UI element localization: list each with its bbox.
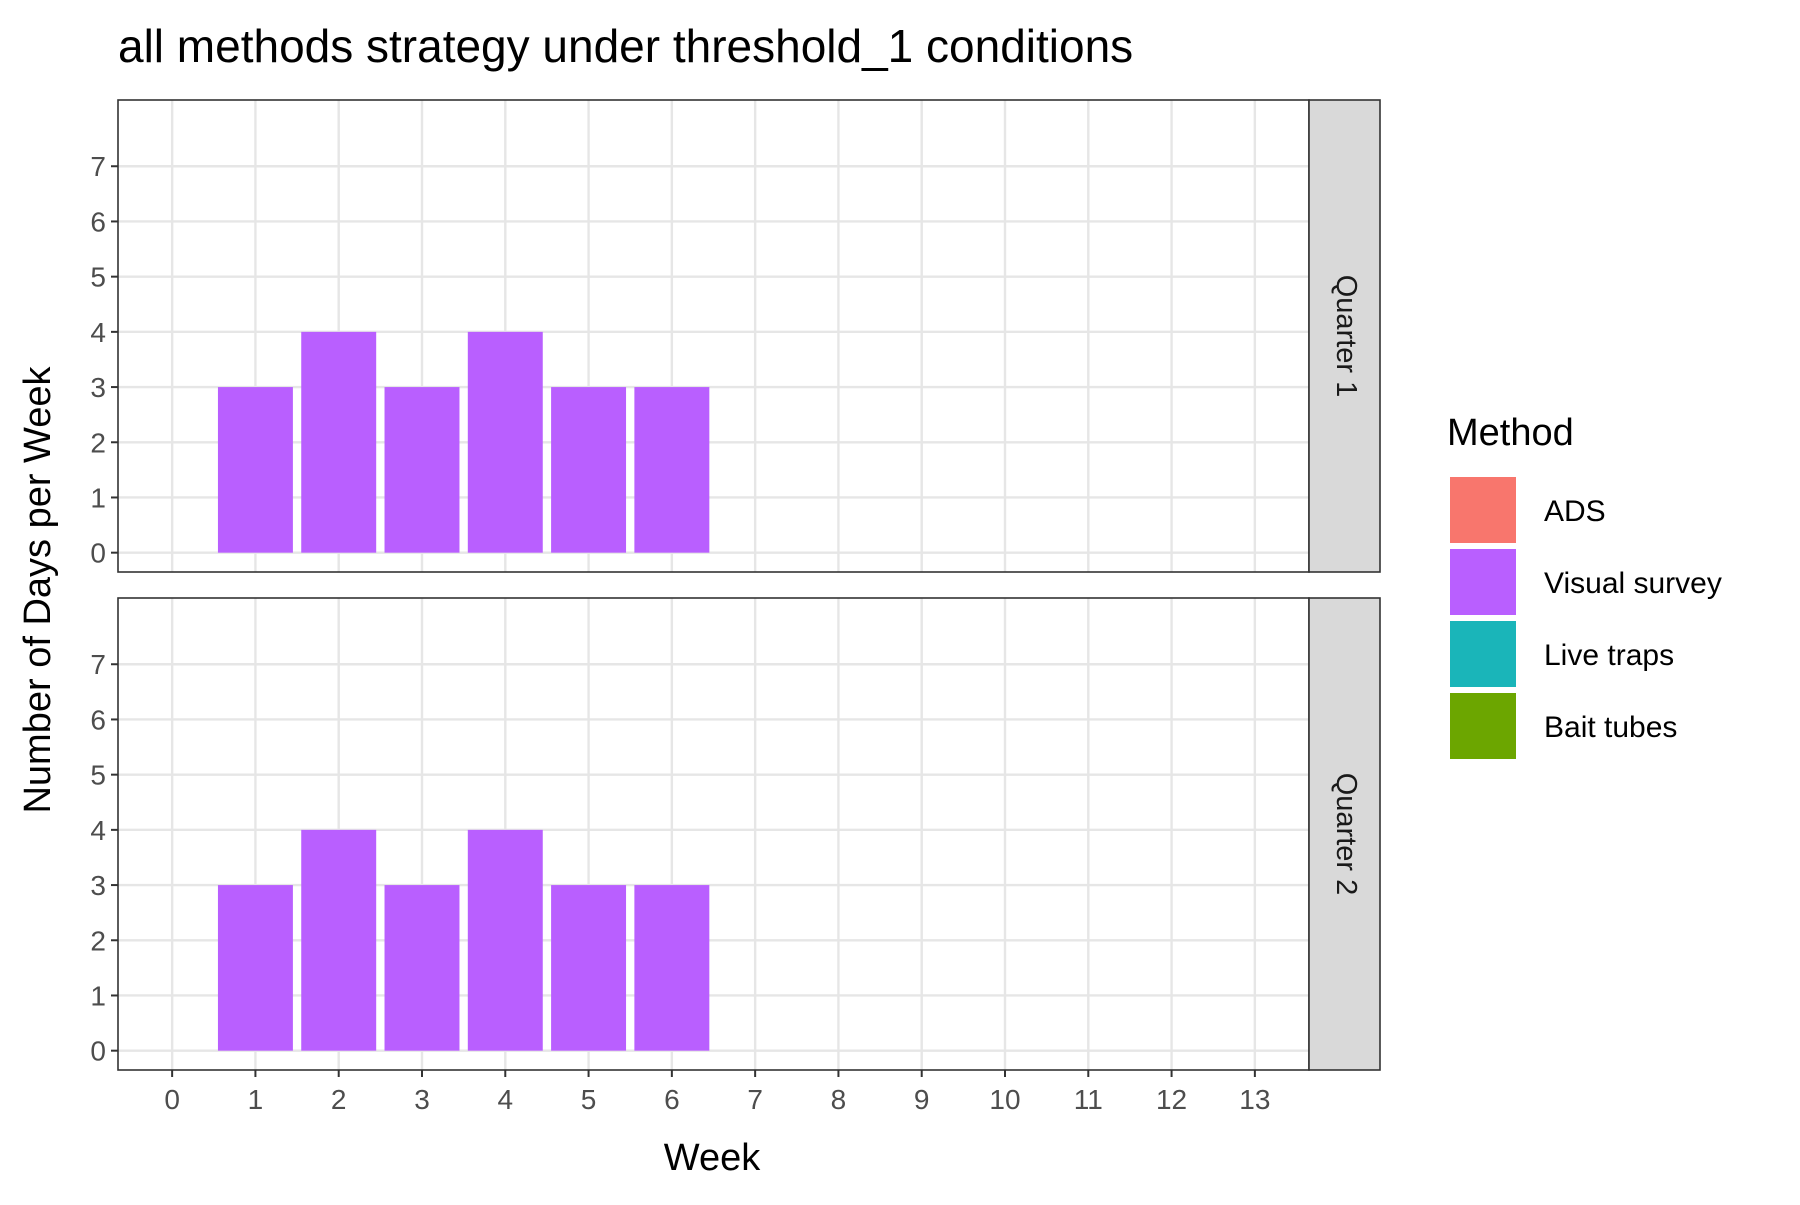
bar	[301, 829, 377, 1051]
y-tick-label: 4	[90, 317, 106, 348]
x-tick-label: 4	[497, 1084, 513, 1115]
y-tick-label: 1	[90, 482, 106, 513]
bar	[551, 387, 627, 553]
facet-panel: 0 1 2 3 4 5 6 7 Quarter 1	[90, 99, 1381, 573]
facet-strip	[1308, 597, 1381, 1071]
bar	[551, 885, 627, 1051]
x-tick-label: 10	[989, 1084, 1020, 1115]
bar	[384, 885, 460, 1051]
x-tick-label: 13	[1239, 1084, 1270, 1115]
legend-key	[1450, 549, 1516, 615]
y-tick-label: 3	[90, 870, 106, 901]
x-tick-label: 9	[914, 1084, 930, 1115]
legend-item: Live traps	[1450, 621, 1674, 687]
y-tick-label: 5	[90, 760, 106, 791]
y-tick-label: 4	[90, 815, 106, 846]
bar	[301, 331, 377, 553]
bar	[634, 885, 710, 1051]
x-tick-label: 1	[248, 1084, 264, 1115]
legend-key	[1450, 621, 1516, 687]
bar	[217, 885, 293, 1051]
x-tick-label: 0	[164, 1084, 180, 1115]
bar	[634, 387, 710, 553]
legend-item: Bait tubes	[1450, 693, 1677, 759]
y-tick-label: 7	[90, 649, 106, 680]
y-tick-label: 2	[90, 925, 106, 956]
bar	[217, 387, 293, 553]
facet-strip-label: Quarter 2	[1330, 773, 1362, 896]
panel-border	[117, 99, 1310, 573]
legend: Method ADS Visual survey Live traps Bait tu…	[1447, 412, 1722, 759]
legend-item: ADS	[1450, 477, 1606, 543]
y-tick-label: 2	[90, 427, 106, 458]
legend-label: ADS	[1544, 495, 1606, 528]
legend-label: Bait tubes	[1544, 711, 1677, 744]
y-tick-label: 0	[90, 1036, 106, 1067]
x-axis-title: Week	[664, 1137, 761, 1179]
facet-strip-label: Quarter 1	[1330, 275, 1362, 398]
x-tick-label: 5	[581, 1084, 597, 1115]
bar	[384, 387, 460, 553]
legend-key	[1450, 693, 1516, 759]
facet-strip	[1308, 99, 1381, 573]
x-tick-label: 3	[414, 1084, 430, 1115]
legend-item: Visual survey	[1450, 549, 1722, 615]
chart-title: all methods strategy under threshold_1 c…	[118, 20, 1133, 72]
y-axis-title: Number of Days per Week	[17, 365, 59, 813]
y-tick-label: 5	[90, 262, 106, 293]
legend-items: ADS Visual survey Live traps Bait tubes	[1450, 477, 1722, 759]
legend-key	[1450, 477, 1516, 543]
y-tick-label: 6	[90, 704, 106, 735]
y-tick-label: 1	[90, 980, 106, 1011]
bar	[467, 829, 543, 1051]
x-tick-label: 6	[664, 1084, 680, 1115]
y-tick-label: 6	[90, 206, 106, 237]
y-tick-label: 3	[90, 372, 106, 403]
x-tick-label: 2	[331, 1084, 347, 1115]
bar	[467, 331, 543, 553]
legend-label: Visual survey	[1544, 567, 1722, 600]
x-tick-label: 8	[831, 1084, 847, 1115]
panel-border	[117, 597, 1310, 1071]
x-tick-label: 7	[747, 1084, 763, 1115]
y-tick-label: 7	[90, 151, 106, 182]
legend-title: Method	[1447, 412, 1574, 454]
legend-label: Live traps	[1544, 639, 1674, 672]
x-tick-label: 11	[1074, 1084, 1103, 1115]
x-tick-label: 12	[1156, 1084, 1187, 1115]
y-tick-label: 0	[90, 538, 106, 569]
